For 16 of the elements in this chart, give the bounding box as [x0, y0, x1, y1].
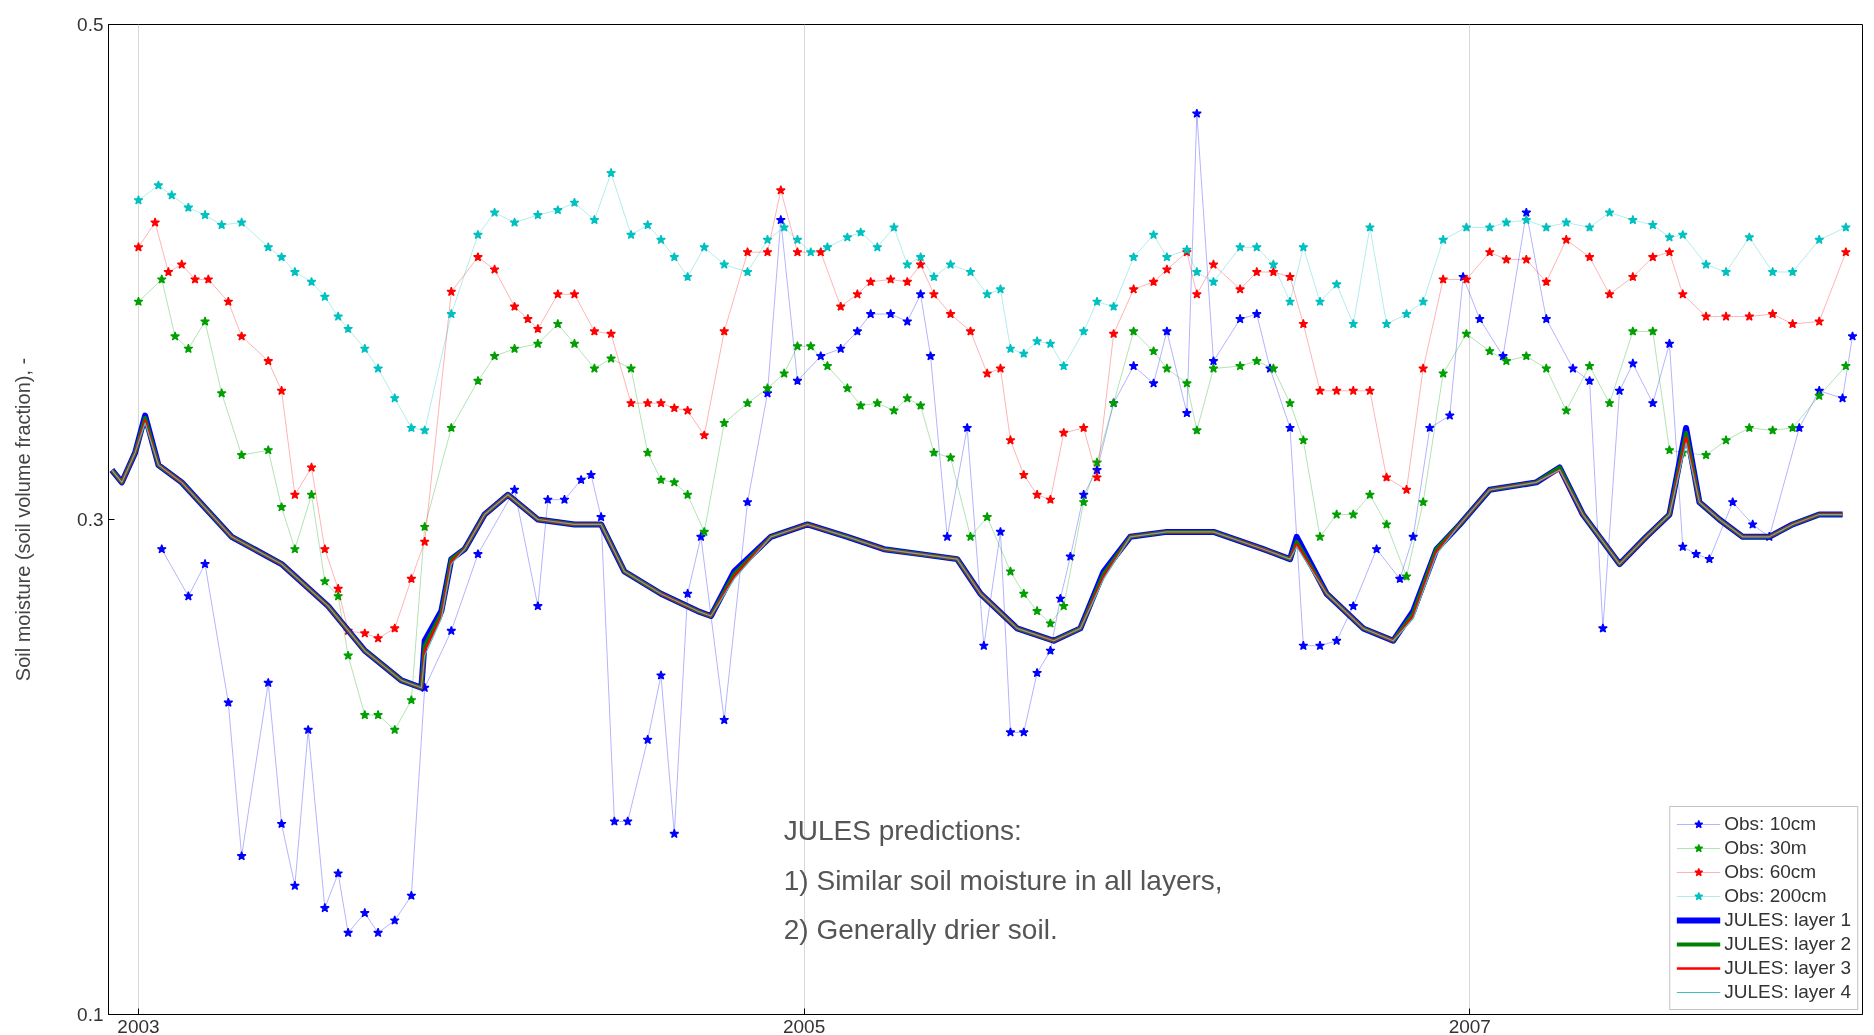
y-axis-title: Soil moisture (soil volume fraction), - [12, 357, 35, 682]
y-tick-label: 0.3 [77, 509, 104, 530]
y-tick-label: 0.5 [77, 14, 104, 35]
x-tick-label: 2007 [1448, 1015, 1491, 1035]
legend-label: Obs: 10cm [1724, 813, 1817, 835]
legend-label: JULES: layer 1 [1724, 909, 1851, 931]
legend-label: JULES: layer 3 [1724, 957, 1851, 979]
y-tick-label: 0.1 [77, 1004, 104, 1025]
legend-label: JULES: layer 4 [1724, 981, 1851, 1003]
x-tick-label: 2005 [782, 1015, 826, 1035]
legend-label: Obs: 60cm [1724, 861, 1817, 883]
x-tick-label: 2003 [117, 1015, 160, 1035]
legend-label: JULES: layer 2 [1724, 933, 1851, 955]
annotation: JULES predictions: 1) Similar soil moisture in all layers, 2) Generally drier soil. [783, 815, 1223, 946]
legend-label: Obs: 200cm [1724, 885, 1827, 907]
legend-label: Obs: 30m [1724, 837, 1807, 859]
